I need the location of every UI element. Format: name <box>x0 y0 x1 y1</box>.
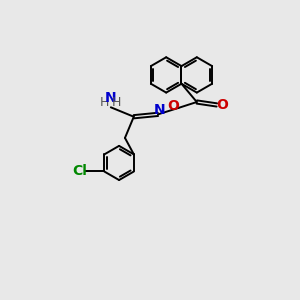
Text: H: H <box>100 95 109 109</box>
Text: Cl: Cl <box>72 164 87 178</box>
Text: O: O <box>216 98 228 112</box>
Text: H: H <box>111 95 121 109</box>
Text: O: O <box>167 99 179 113</box>
Text: N: N <box>104 92 116 106</box>
Text: N: N <box>153 103 165 117</box>
